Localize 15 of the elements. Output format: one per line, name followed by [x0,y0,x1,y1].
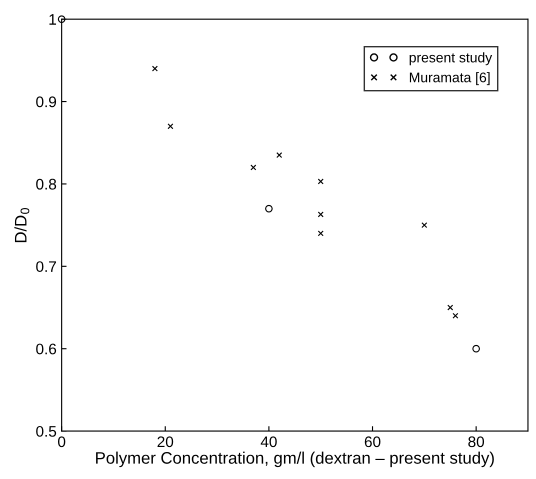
x-tick-label: 60 [364,436,380,448]
y-tick-label: 0.5 [36,426,56,437]
y-axis-title: D/D$_{0}$ [14,208,30,242]
y-tick-label: 0.9 [36,96,56,108]
legend-label: Muramata [6] [410,72,490,86]
x-axis-title: Polymer Concentration, gm/l (dextran – present study) [96,452,494,468]
y-tick-label: 0.8 [36,178,56,190]
y-tick-label: 0.6 [36,344,56,354]
x-tick-label: 20 [158,436,174,448]
y-tick-label: 0.7 [36,261,56,272]
x-tick-label: 0 [58,436,66,448]
y-tick-label: 1 [49,14,56,25]
legend-label: present study [410,52,492,66]
x-tick-label: 80 [468,436,484,448]
x-tick-label: 40 [260,436,277,448]
